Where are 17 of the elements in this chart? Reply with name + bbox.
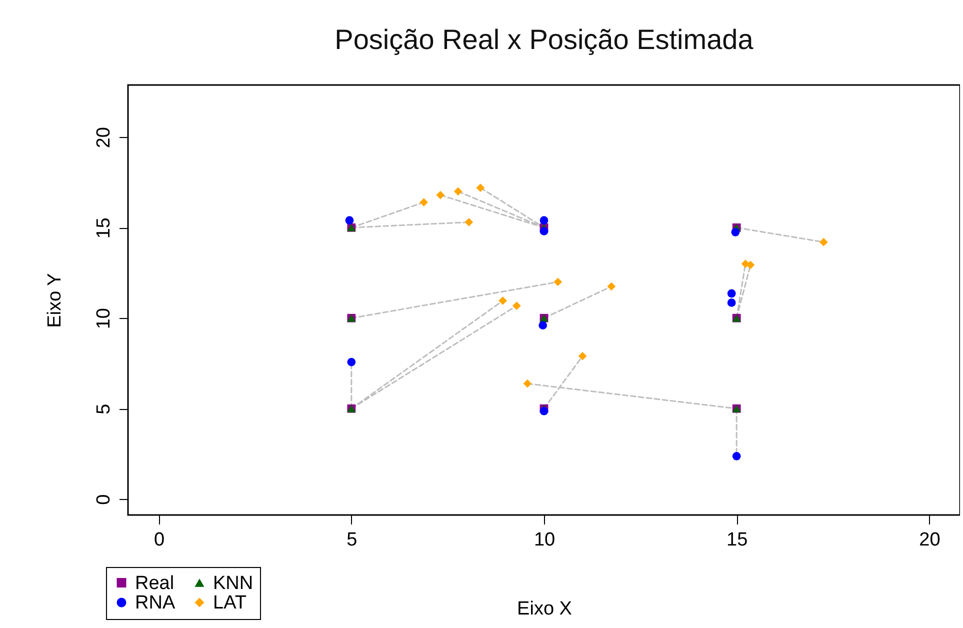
y-tick-label: 10 xyxy=(94,308,114,330)
legend-label: Real xyxy=(135,572,174,594)
x-tick-label: 5 xyxy=(346,530,358,550)
chart-title: Posição Real x Posição Estimada xyxy=(334,24,754,55)
legend-label: LAT xyxy=(213,592,247,614)
x-axis-title: Eixo X xyxy=(517,598,572,620)
x-tick-label: 10 xyxy=(534,530,556,550)
y-tick-label: 20 xyxy=(94,127,114,148)
y-tick-label: 5 xyxy=(94,404,114,414)
y-tick-label: 15 xyxy=(94,218,114,239)
y-tick-label: 0 xyxy=(94,494,114,505)
x-tick-label: 20 xyxy=(919,530,940,550)
x-tick-label: 15 xyxy=(726,530,748,550)
y-axis-title: Eixo Y xyxy=(44,272,66,328)
legend-label: RNA xyxy=(135,592,176,614)
x-tick-label: 0 xyxy=(154,530,165,550)
legend-label: KNN xyxy=(213,572,254,594)
